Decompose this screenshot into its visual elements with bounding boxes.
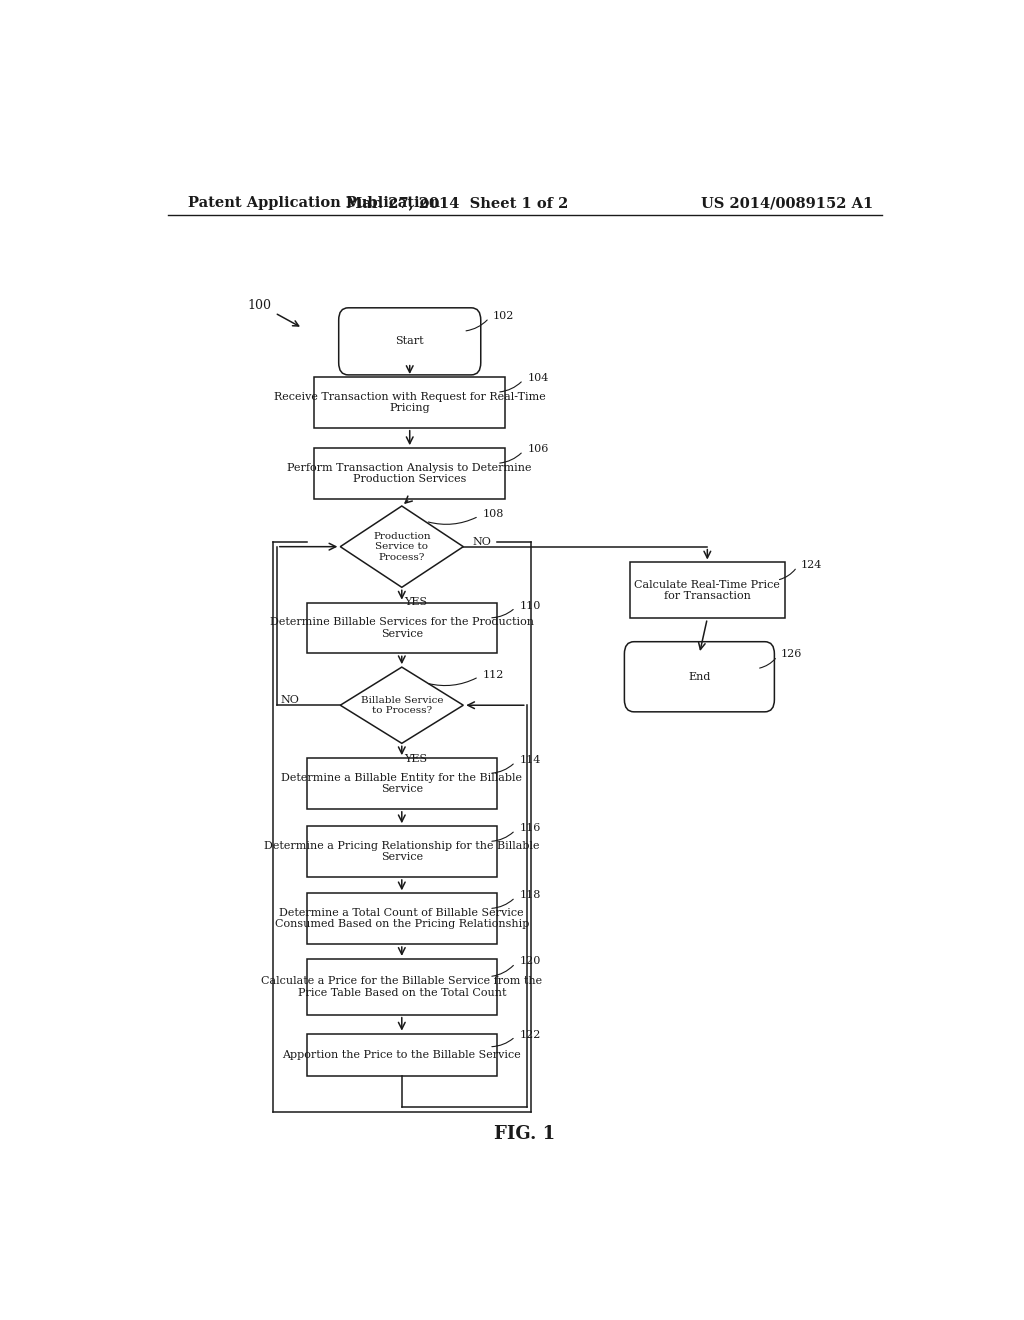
Text: Start: Start <box>395 337 424 346</box>
Text: Calculate a Price for the Billable Service from the
Price Table Based on the Tot: Calculate a Price for the Billable Servi… <box>261 975 543 998</box>
Text: YES: YES <box>404 598 428 607</box>
Text: End: End <box>688 672 711 681</box>
Text: YES: YES <box>404 754 428 763</box>
Bar <box>630 562 784 618</box>
Text: Perform Transaction Analysis to Determine
Production Services: Perform Transaction Analysis to Determin… <box>288 463 532 484</box>
Text: 112: 112 <box>482 669 504 680</box>
FancyBboxPatch shape <box>339 308 480 375</box>
Text: 100: 100 <box>247 300 271 313</box>
Bar <box>306 602 497 653</box>
Text: Calculate Real-Time Price
for Transaction: Calculate Real-Time Price for Transactio… <box>635 579 780 601</box>
Bar <box>314 378 505 428</box>
Text: 108: 108 <box>482 510 504 519</box>
Bar <box>306 1034 497 1076</box>
Text: Patent Application Publication: Patent Application Publication <box>187 197 439 210</box>
Text: 126: 126 <box>781 649 803 660</box>
Text: Determine a Total Count of Billable Service
Consumed Based on the Pricing Relati: Determine a Total Count of Billable Serv… <box>274 908 529 929</box>
Text: Receive Transaction with Request for Real-Time
Pricing: Receive Transaction with Request for Rea… <box>273 392 546 413</box>
Text: 116: 116 <box>519 824 541 833</box>
Text: Billable Service
to Process?: Billable Service to Process? <box>360 696 443 715</box>
Text: 118: 118 <box>519 890 541 900</box>
FancyBboxPatch shape <box>625 642 774 711</box>
Text: 120: 120 <box>519 957 541 966</box>
Bar <box>306 958 497 1015</box>
Text: 106: 106 <box>527 444 549 454</box>
Bar <box>306 758 497 809</box>
Text: 124: 124 <box>801 560 822 570</box>
Text: Mar. 27, 2014  Sheet 1 of 2: Mar. 27, 2014 Sheet 1 of 2 <box>346 197 568 210</box>
Polygon shape <box>340 506 463 587</box>
Text: 110: 110 <box>519 601 541 611</box>
Text: NO: NO <box>281 696 300 705</box>
Bar <box>306 894 497 944</box>
Text: Determine Billable Services for the Production
Service: Determine Billable Services for the Prod… <box>269 618 534 639</box>
Text: Determine a Pricing Relationship for the Billable
Service: Determine a Pricing Relationship for the… <box>264 841 540 862</box>
Text: Determine a Billable Entity for the Billable
Service: Determine a Billable Entity for the Bill… <box>282 772 522 795</box>
Text: 122: 122 <box>519 1030 541 1040</box>
Bar <box>314 447 505 499</box>
Text: 114: 114 <box>519 755 541 766</box>
Text: Apportion the Price to the Billable Service: Apportion the Price to the Billable Serv… <box>283 1049 521 1060</box>
Text: Production
Service to
Process?: Production Service to Process? <box>373 532 431 561</box>
Text: US 2014/0089152 A1: US 2014/0089152 A1 <box>700 197 872 210</box>
Text: 104: 104 <box>527 374 549 383</box>
Bar <box>306 826 497 876</box>
Text: 102: 102 <box>494 312 514 321</box>
Polygon shape <box>340 667 463 743</box>
Text: NO: NO <box>473 537 492 546</box>
Text: FIG. 1: FIG. 1 <box>495 1125 555 1143</box>
